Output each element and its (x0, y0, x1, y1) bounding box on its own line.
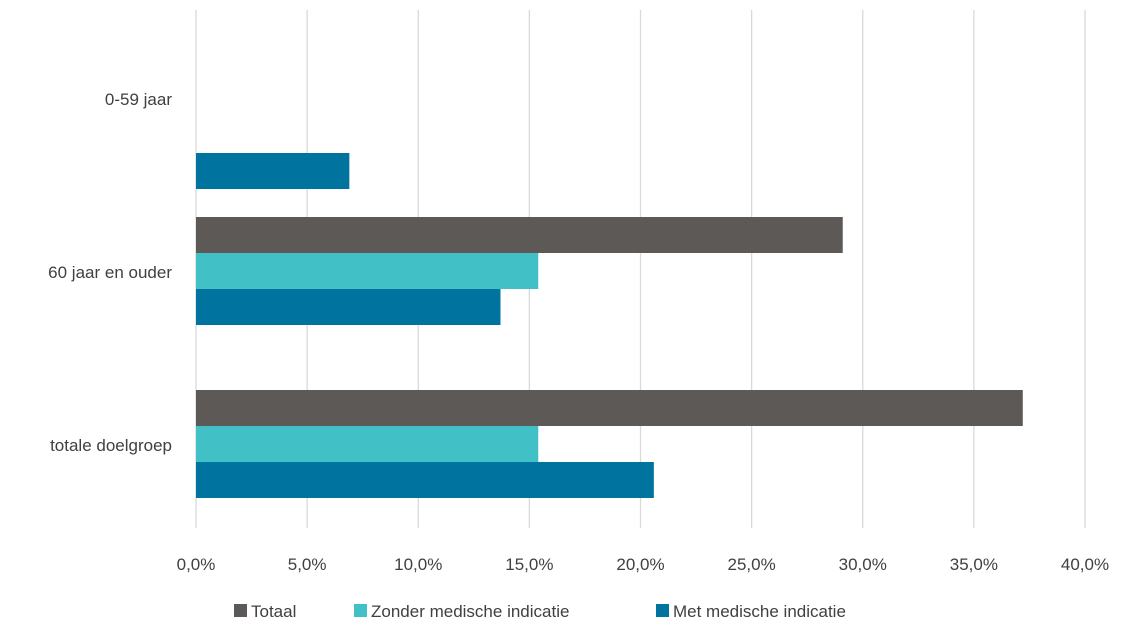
bar-totaal-1 (196, 217, 843, 253)
tick-label-8: 40,0% (1061, 555, 1109, 574)
tick-label-5: 25,0% (728, 555, 776, 574)
tick-label-1: 5,0% (288, 555, 327, 574)
bar-met-medische-indicatie-1 (196, 289, 501, 325)
category-label-1: 60 jaar en ouder (48, 263, 172, 282)
value-axis: 0,0% 5,0% 10,0% 15,0% 20,0% 25,0% 30,0% … (177, 555, 1109, 574)
tick-label-0: 0,0% (177, 555, 216, 574)
category-label-0: 0-59 jaar (105, 90, 172, 109)
bars (196, 153, 1023, 498)
tick-label-7: 35,0% (950, 555, 998, 574)
legend-label-met-medische-indicatie: Met medische indicatie (673, 602, 846, 621)
bar-zonder-medische-indicatie-2 (196, 426, 539, 462)
legend-swatch-zonder-medische-indicatie (354, 604, 367, 617)
legend-swatch-met-medische-indicatie (656, 604, 669, 617)
tick-label-6: 30,0% (839, 555, 887, 574)
category-label-2: totale doelgroep (50, 436, 172, 455)
bar-zonder-medische-indicatie-1 (196, 253, 539, 289)
bar-met-medische-indicatie-0 (196, 153, 350, 189)
tick-label-4: 20,0% (616, 555, 664, 574)
legend-label-zonder-medische-indicatie: Zonder medische indicatie (371, 602, 569, 621)
legend: Totaal Zonder medische indicatie Met med… (234, 602, 846, 621)
bar-totaal-2 (196, 390, 1023, 426)
gridlines (195, 10, 1086, 528)
legend-label-totaal: Totaal (251, 602, 296, 621)
tick-label-2: 10,0% (394, 555, 442, 574)
legend-swatch-totaal (234, 604, 247, 617)
category-axis: 0-59 jaar 60 jaar en ouder totale doelgr… (48, 90, 172, 455)
tick-label-3: 15,0% (505, 555, 553, 574)
bar-met-medische-indicatie-2 (196, 462, 654, 498)
